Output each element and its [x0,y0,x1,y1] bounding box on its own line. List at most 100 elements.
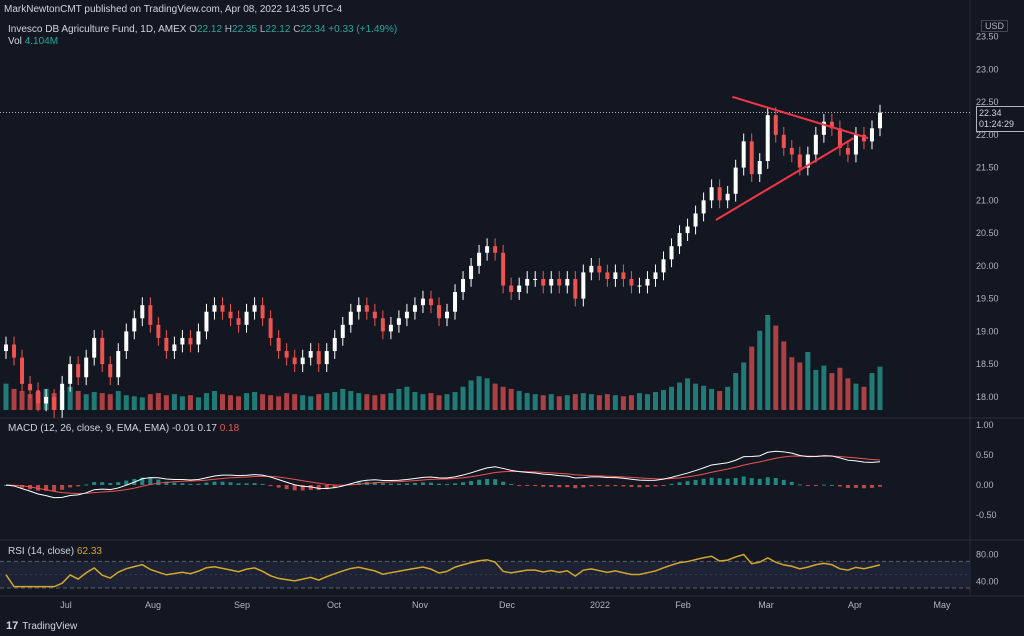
tradingview-brand[interactable]: 17 TradingView [6,620,78,632]
macd-histogram-bar [276,485,281,488]
candle-body [461,278,466,293]
macd-histogram-bar [260,483,265,485]
volume-bar [845,378,851,410]
macd-histogram-bar [773,478,778,485]
volume-bar [636,393,642,410]
macd-histogram-bar [573,485,578,489]
candle-body [252,305,257,312]
macd-histogram-bar [565,485,570,488]
volume-bar [476,376,482,410]
candle-body [597,265,602,273]
macd-histogram-bar [268,485,273,486]
macd-histogram-bar [244,483,249,485]
candle-body [84,357,89,378]
candle-body [509,285,514,293]
volume-bar [652,392,658,410]
candle-body [308,351,313,358]
volume-bar [179,396,185,410]
volume-bar [588,394,594,410]
currency-badge[interactable]: USD [980,20,1008,32]
candle-body [212,305,217,312]
candle-body [845,147,850,155]
volume-bar [749,346,755,410]
macd-histogram-bar [388,483,393,485]
macd-histogram-bar [204,482,209,485]
candle-body [316,351,321,365]
volume-bar [308,396,314,410]
candle-body [485,246,490,253]
macd-histogram-bar [220,481,225,485]
candle-body [661,259,666,273]
volume-bar [420,394,426,410]
candle-body [741,141,746,168]
macd-histogram-bar [557,485,562,488]
candle-body [709,187,714,201]
volume-bar [27,394,33,410]
candle-body [100,337,105,365]
volume-bar [171,394,177,410]
volume-bar [244,393,250,410]
volume-bar [869,373,875,410]
volume-bar [661,389,667,410]
time-axis-label: 2022 [590,600,610,610]
candle-body [853,134,858,155]
macd-histogram-bar [525,485,530,486]
candle-body [76,364,81,378]
volume-bar [524,393,530,410]
volume-bar [340,388,346,410]
candle-body [340,324,345,338]
macd-histogram-bar [541,485,546,487]
time-axis-label: Nov [412,600,429,610]
macd-histogram-bar [789,481,794,485]
macd-histogram-bar [348,483,353,485]
macd-histogram-bar [757,478,762,485]
macd-histogram-bar [356,482,361,485]
candle-body [92,337,97,358]
candle-body [765,115,770,162]
macd-histogram-bar [316,485,321,491]
symbol-header: Invesco DB Agriculture Fund, 1D, AMEX O2… [8,24,398,35]
price-tick-label: 21.50 [976,163,999,173]
candle-body [188,337,193,345]
candle-body [116,351,121,378]
volume-bar [837,367,843,410]
price-tick-label: 22.00 [976,130,999,140]
macd-histogram-bar [76,485,81,487]
macd-histogram-bar [477,479,482,485]
macd-histogram-bar [645,485,650,488]
macd-histogram-bar [292,485,297,491]
volume-bar [669,386,675,410]
volume-bar [532,394,538,410]
macd-histogram-bar [324,485,329,490]
volume-bar [195,397,201,410]
candle-body [396,318,401,325]
time-axis-label: Feb [675,600,691,610]
candle-body [757,161,762,175]
candle-body [52,396,57,410]
price-tick-label: 22.50 [976,97,999,107]
candle-body [44,396,49,404]
volume-bar [380,394,386,410]
volume-bar [91,392,97,410]
volume-bar [219,394,225,410]
volume-bar [596,395,602,410]
candle-body [685,226,690,234]
price-tick-label: 18.50 [976,359,999,369]
candle-body [148,305,153,325]
volume-bar [107,394,113,410]
macd-histogram-bar [140,477,145,485]
candle-body [533,278,538,280]
volume-bar [572,394,578,410]
candle-body [749,141,754,175]
macd-histogram-bar [781,479,786,485]
macd-label: MACD (12, 26, close, 9, EMA, EMA) -0.01 … [8,423,240,434]
candle-body [789,147,794,155]
candle-body [276,337,281,352]
macd-histogram-bar [436,483,441,485]
macd-histogram-bar [501,481,506,485]
macd-tick-label: -0.50 [976,510,997,520]
candle-body [557,278,562,286]
macd-histogram-bar [837,485,842,487]
macd-histogram-bar [461,482,466,485]
